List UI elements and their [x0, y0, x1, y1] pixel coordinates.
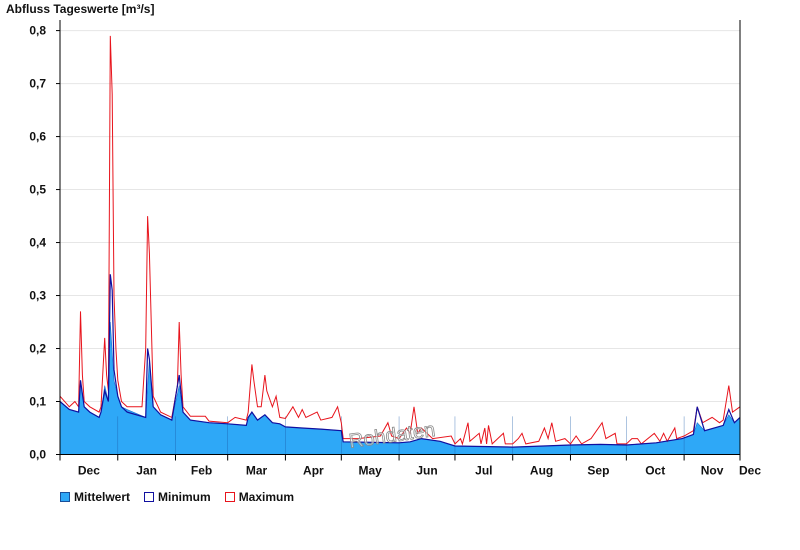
legend-label-minimum: Minimum — [158, 490, 211, 504]
legend: Mittelwert Minimum Maximum — [60, 490, 294, 504]
x-tick-label: Jul — [475, 464, 492, 478]
x-tick-label: Jan — [136, 464, 157, 478]
x-tick-label: Mar — [246, 464, 268, 478]
legend-item-mean: Mittelwert — [60, 490, 130, 504]
x-tick-label: May — [359, 464, 383, 478]
legend-swatch-maximum — [224, 492, 235, 502]
series-minimum-line — [59, 274, 741, 448]
x-tick-label: Apr — [303, 464, 324, 478]
y-tick-label: 0,1 — [29, 395, 46, 409]
x-tick-label: Nov — [701, 464, 724, 478]
y-tick-label: 0,6 — [29, 130, 46, 144]
x-tick-label: Oct — [645, 464, 665, 478]
grid — [60, 30, 740, 403]
y-tick-label: 0,0 — [29, 448, 46, 462]
legend-item-maximum: Maximum — [224, 490, 295, 504]
y-tick-label: 0,3 — [29, 289, 46, 303]
x-tick-label: Jun — [416, 464, 437, 478]
y-tick-label: 0,2 — [29, 342, 46, 356]
x-tick-label: Dec — [78, 464, 100, 478]
plot-area — [59, 35, 741, 455]
y-tick-label: 0,5 — [29, 183, 46, 197]
chart-title: Abfluss Tageswerte [m³/s] — [6, 2, 154, 16]
series-maximum-line — [59, 35, 741, 446]
x-tick-label: Aug — [530, 464, 553, 478]
y-tick-label: 0,8 — [29, 24, 46, 38]
x-axis-ticks: Dec Jan Feb Mar Apr May Jun Jul Aug Sep Oct Nov Dec — [59, 454, 761, 478]
x-tick-label: Dec — [739, 464, 761, 478]
y-tick-label: 0,4 — [29, 236, 46, 250]
x-tick-label: Sep — [587, 464, 609, 478]
legend-swatch-mean — [60, 492, 70, 502]
legend-item-minimum: Minimum — [144, 490, 211, 504]
legend-swatch-minimum — [144, 492, 155, 502]
y-tick-label: 0,7 — [29, 77, 46, 91]
legend-label-maximum: Maximum — [238, 490, 295, 504]
y-axis-ticks: 0,0 0,1 0,2 0,3 0,4 0,5 0,6 0,7 0,8 — [29, 24, 60, 462]
x-tick-label: Feb — [191, 464, 212, 478]
legend-label-mean: Mittelwert — [74, 490, 131, 504]
